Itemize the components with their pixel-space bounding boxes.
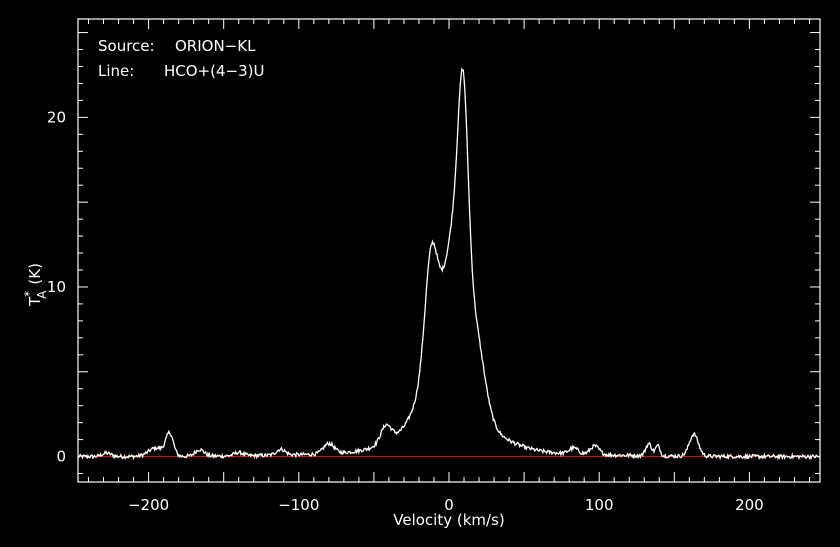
x-tick-label: −100 bbox=[278, 496, 319, 514]
plot-frame bbox=[77, 18, 821, 483]
y-tick-label: 10 bbox=[47, 278, 66, 296]
info-source-value: ORION−KL bbox=[175, 37, 256, 55]
x-axis-label: Velocity (km/s) bbox=[393, 511, 504, 529]
y-label-superscript: * bbox=[22, 291, 36, 297]
y-tick-label: 20 bbox=[47, 108, 66, 126]
x-tick-label: 200 bbox=[735, 496, 764, 514]
x-tick-label: 0 bbox=[444, 496, 454, 514]
y-axis-label: T*A (K) bbox=[22, 263, 49, 307]
y-label-subscript: A bbox=[35, 290, 49, 299]
y-tick-label: 0 bbox=[56, 448, 66, 466]
y-label-unit: (K) bbox=[26, 263, 44, 285]
info-source-key: Source: bbox=[98, 37, 155, 55]
x-tick-label: 100 bbox=[585, 496, 614, 514]
spectrum-line bbox=[77, 67, 821, 461]
x-tick-label: −200 bbox=[128, 496, 169, 514]
y-label-base: T bbox=[26, 296, 44, 307]
info-line-key: Line: bbox=[98, 62, 134, 80]
svg-text:T*A(K): T*A (K) bbox=[22, 263, 49, 307]
axis-ticks bbox=[78, 19, 820, 482]
info-line-value: HCO+(4−3)U bbox=[164, 62, 264, 80]
plot-border bbox=[77, 18, 821, 483]
tick-labels: −200 −100 0 100 200 0 10 20 bbox=[47, 108, 764, 514]
